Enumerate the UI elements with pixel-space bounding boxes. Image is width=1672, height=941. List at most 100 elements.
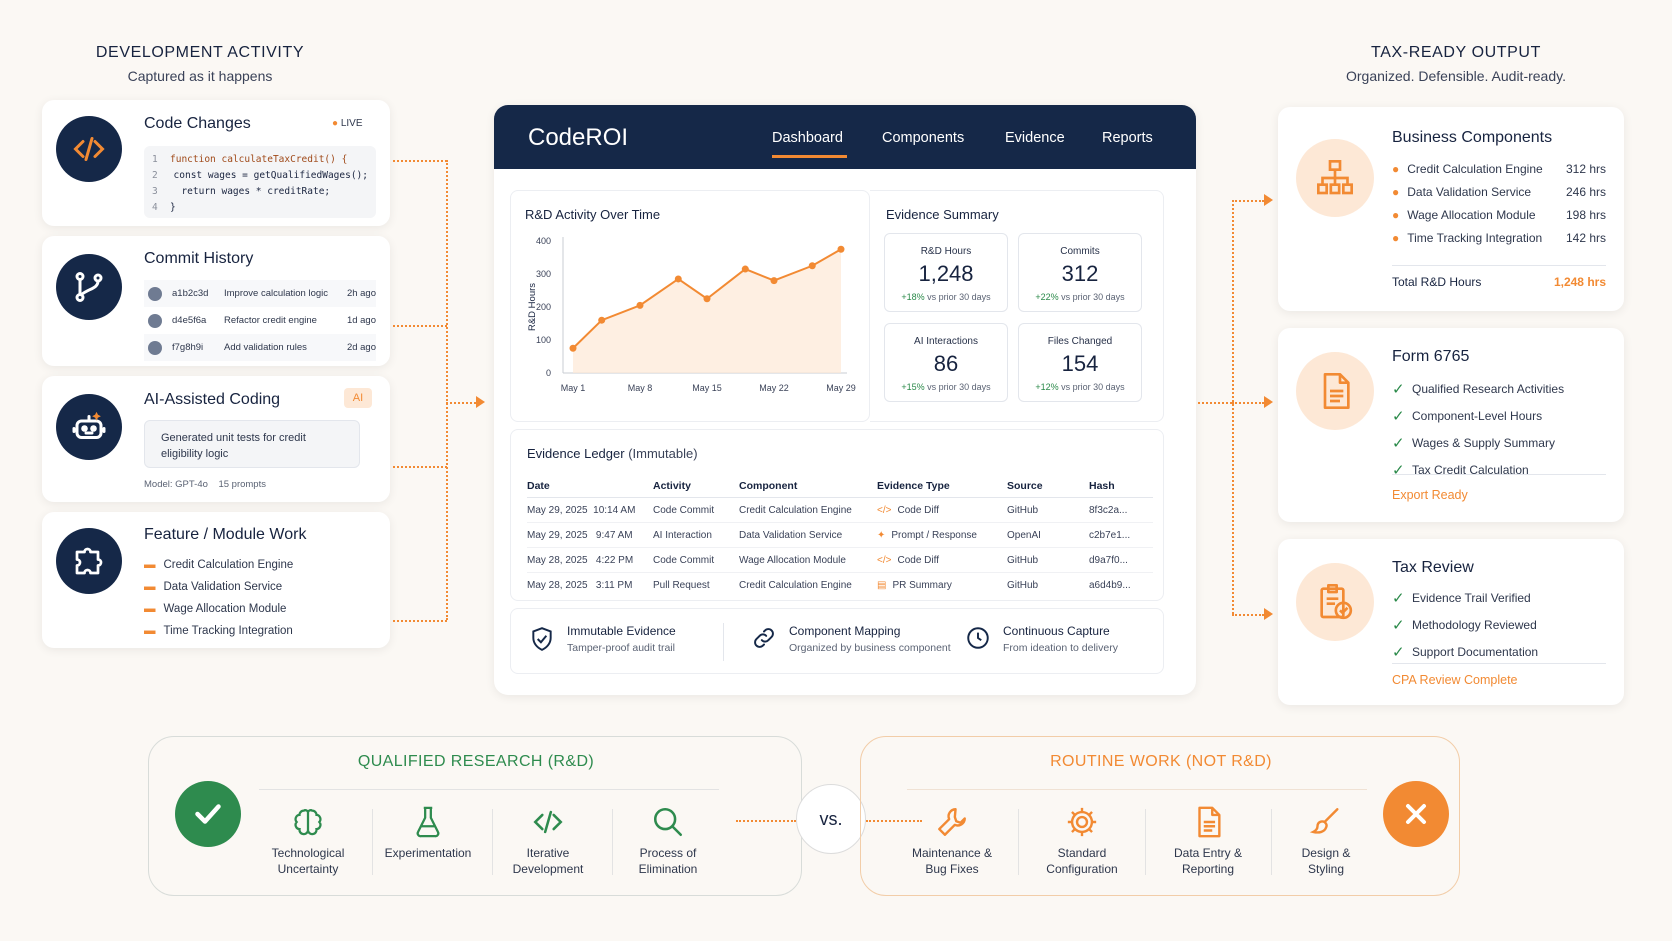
connector-line: [1232, 614, 1264, 616]
qualified-title: QUALIFIED RESEARCH (R&D): [357, 753, 595, 770]
review-checklist: ✓ Evidence Trail Verified ✓ Methodology Re…: [1392, 589, 1538, 670]
commit-history-card[interactable]: Commit History a1b2c3d Improve calculatio…: [42, 236, 390, 366]
folder-icon: ▬: [144, 603, 156, 615]
code-changes-card[interactable]: Code Changes ● LIVE 1 function calculateT…: [42, 100, 390, 226]
table-row[interactable]: May 28, 2025 3:11 PM Pull Request Credit C…: [527, 573, 1153, 598]
cpa-review-status[interactable]: CPA Review Complete: [1392, 673, 1518, 687]
form-title: Form 6765: [1392, 348, 1470, 365]
stat-commits[interactable]: Commits 312 +22% vs prior 30 days: [1018, 233, 1142, 312]
list-item[interactable]: ● Time Tracking Integration 142 hrs: [1392, 231, 1606, 245]
check-label: Evidence Trail Verified: [1412, 591, 1531, 605]
folder-icon: ▬: [144, 559, 156, 571]
code-line: const wages = getQualifiedWages();: [162, 170, 368, 181]
chart-title: R&D Activity Over Time: [525, 207, 661, 222]
business-components-card[interactable]: Business Components ● Credit Calculation …: [1278, 107, 1624, 311]
qualified-item: Iterative Development: [493, 805, 603, 877]
commit-message: Improve calculation logic: [224, 288, 329, 299]
check-circle-icon: [175, 781, 241, 847]
stat-rd-hours[interactable]: R&D Hours 1,248 +18% vs prior 30 days: [884, 233, 1008, 312]
tab-components[interactable]: Components: [882, 130, 965, 146]
list-item[interactable]: ● Credit Calculation Engine 312 hrs: [1392, 162, 1606, 176]
module-item[interactable]: ▬ Credit Calculation Engine: [144, 554, 293, 576]
stat-change-pct: +18%: [901, 292, 925, 302]
tab-evidence[interactable]: Evidence: [1005, 130, 1065, 146]
cell: Code Diff: [897, 504, 939, 516]
total-row: Total R&D Hours 1,248 hrs: [1392, 275, 1606, 289]
item-line1: Design &: [1301, 846, 1351, 860]
stat-value: 86: [933, 351, 959, 376]
commit-row[interactable]: f7g8h9i Add validation rules 2d ago: [144, 334, 376, 361]
app-brand[interactable]: CodeROI: [528, 124, 629, 151]
stat-ai-interactions[interactable]: AI Interactions 86 +15% vs prior 30 days: [884, 323, 1008, 402]
commit-hash: d4e5f6a: [172, 315, 207, 326]
col-evidence-type: Evidence Type: [877, 479, 950, 492]
module-item[interactable]: ▬ Time Tracking Integration: [144, 620, 293, 642]
col-source: Source: [1007, 479, 1043, 492]
commit-row[interactable]: d4e5f6a Refactor credit engine 1d ago: [144, 307, 376, 334]
right-subtitle: Organized. Defensible. Audit-ready.: [1346, 68, 1566, 84]
cell: Code Commit: [653, 554, 715, 566]
tax-review-card[interactable]: Tax Review ✓ Evidence Trail Verified ✓ Met…: [1278, 539, 1624, 705]
commit-row[interactable]: a1b2c3d Improve calculation logic 2h ago: [144, 280, 376, 307]
export-ready-link[interactable]: Export Ready: [1392, 488, 1468, 502]
table-row[interactable]: May 29, 2025 9:47 AM AI Interaction Data V…: [527, 523, 1153, 548]
component-hours-list: ● Credit Calculation Engine 312 hrs ● Data …: [1392, 162, 1606, 254]
component-hours: 246 hrs: [1565, 185, 1606, 199]
divider: [372, 809, 373, 875]
stat-value: 312: [1061, 261, 1099, 286]
feature-work-title: Feature / Module Work: [144, 526, 307, 543]
col-activity: Activity: [653, 479, 691, 492]
document-icon: [1198, 806, 1221, 838]
clock-icon: [965, 625, 991, 656]
cell: Credit Calculation Engine: [739, 580, 852, 591]
stat-change-pct: +15%: [901, 382, 925, 392]
stat-label: Commits: [1060, 246, 1100, 257]
item-line2: Bug Fixes: [925, 862, 979, 876]
connector-line: [1232, 402, 1264, 404]
cell: a6d4b9...: [1089, 580, 1131, 591]
feature-sub: Organized by business component: [789, 642, 951, 654]
cell: AI Interaction: [653, 529, 712, 541]
evidence-summary-panel: Evidence Summary R&D Hours 1,248 +18% vs p…: [870, 190, 1164, 422]
component-hours: 198 hrs: [1565, 208, 1606, 222]
item-line1: Experimentation: [384, 846, 472, 860]
tab-reports[interactable]: Reports: [1102, 130, 1153, 146]
left-subtitle: Captured as it happens: [127, 68, 273, 84]
cell: GitHub: [1007, 580, 1039, 591]
stat-change: +12% vs prior 30 days: [1019, 382, 1141, 392]
feature-sub: Tamper-proof audit trail: [567, 642, 675, 654]
code-icon: [56, 116, 122, 182]
activity-chart[interactable]: 0 100 200 300 400 May 1 May 8 May 15 May 22 May 2…: [511, 227, 869, 419]
component-name: Data Validation Service: [1407, 185, 1532, 199]
connector-line: [1232, 200, 1234, 614]
form-6765-card[interactable]: Form 6765 ✓ Qualified Research Activities…: [1278, 328, 1624, 522]
data-point: [741, 265, 749, 273]
check-label: Component-Level Hours: [1412, 409, 1543, 423]
ledger-title: Evidence Ledger (Immutable): [527, 446, 698, 461]
cell: PR Summary: [892, 580, 952, 591]
avatar: [148, 340, 162, 355]
robot-icon: [56, 394, 122, 460]
module-item[interactable]: ▬ Wage Allocation Module: [144, 598, 293, 620]
feature-work-card[interactable]: Feature / Module Work ▬ Credit Calculatio…: [42, 512, 390, 648]
table-row[interactable]: May 28, 2025 4:22 PM Code Commit Wage Allo…: [527, 548, 1153, 573]
module-item[interactable]: ▬ Data Validation Service: [144, 576, 293, 598]
table-row[interactable]: May 29, 2025 10:14 AM Code Commit Credit C…: [527, 498, 1153, 523]
divider: [1392, 265, 1606, 266]
ai-coding-card[interactable]: AI-Assisted Coding AI Generated unit tes…: [42, 376, 390, 502]
line-number: 4: [152, 202, 158, 213]
list-item: ✓ Support Documentation: [1392, 643, 1538, 661]
bullet: ●: [1392, 185, 1400, 199]
list-item[interactable]: ● Wage Allocation Module 198 hrs: [1392, 208, 1606, 222]
flask-icon: [416, 806, 440, 838]
divider: [907, 789, 1367, 790]
item-line2: Reporting: [1181, 862, 1235, 876]
list-item[interactable]: ● Data Validation Service 246 hrs: [1392, 185, 1606, 199]
divider: [1145, 809, 1146, 875]
code-changes-title: Code Changes: [144, 115, 251, 132]
stat-files-changed[interactable]: Files Changed 154 +12% vs prior 30 days: [1018, 323, 1142, 402]
feature-sub: From ideation to delivery: [1003, 642, 1118, 654]
check-icon: ✓: [1392, 408, 1405, 425]
tab-dashboard[interactable]: Dashboard: [772, 130, 843, 146]
folder-icon: ▬: [144, 581, 156, 593]
